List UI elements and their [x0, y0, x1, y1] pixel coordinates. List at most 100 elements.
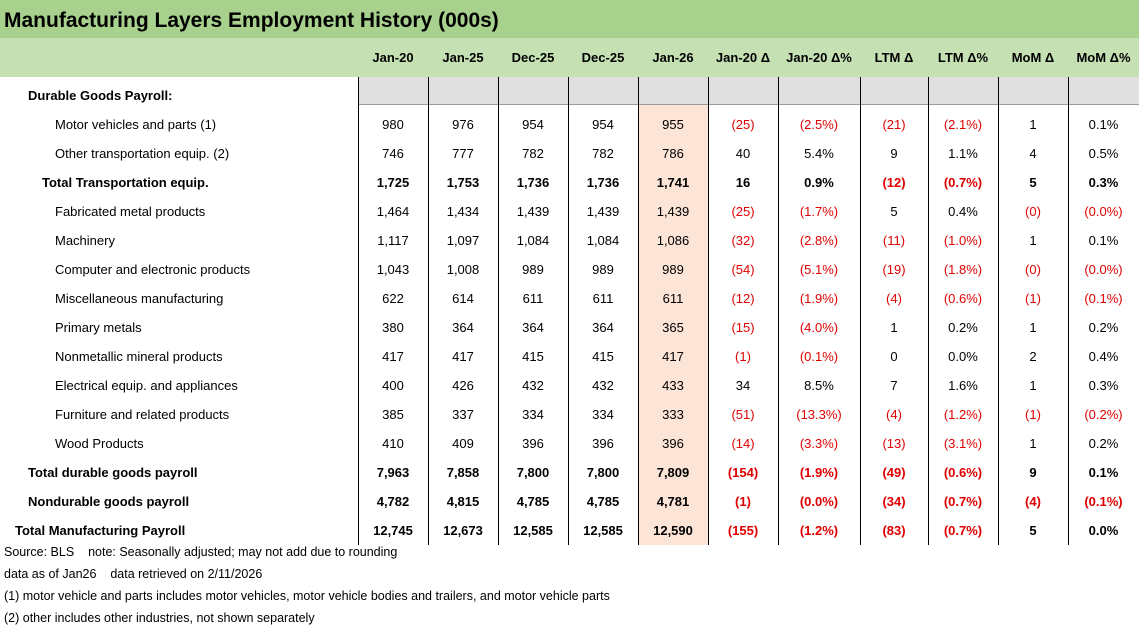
cell: 976: [452, 117, 474, 132]
column-border: [638, 77, 639, 545]
cell: 7: [890, 378, 898, 393]
cell: 4: [1029, 146, 1037, 161]
cell: 1,736: [516, 175, 550, 190]
cell: 5: [1029, 523, 1037, 538]
cell: 364: [592, 320, 614, 335]
cell: 786: [662, 146, 684, 161]
cell: 1,464: [376, 204, 410, 219]
cell: 954: [592, 117, 614, 132]
cell: 364: [452, 320, 474, 335]
column-header: LTM Δ: [874, 50, 914, 65]
cell: (4): [886, 407, 902, 422]
cell: (155): [727, 523, 759, 538]
cell: 746: [382, 146, 404, 161]
cell: 4,781: [656, 494, 690, 509]
cell: 1,736: [586, 175, 620, 190]
row-label: Nonmetallic mineral products: [55, 349, 223, 364]
row-label: Motor vehicles and parts (1): [55, 117, 217, 132]
cell: 0.4%: [1088, 349, 1119, 364]
column-header: Jan-20 Δ%: [786, 50, 852, 65]
cell: 34: [735, 378, 751, 393]
cell: 989: [662, 262, 684, 277]
cell: (1): [735, 494, 751, 509]
footnote: data as of Jan26 data retrieved on 2/11/…: [4, 567, 263, 581]
cell: 7,800: [516, 465, 550, 480]
column-header: LTM Δ%: [937, 50, 989, 65]
highlight-column: [638, 105, 708, 545]
column-header: Jan-20 Δ: [715, 50, 771, 65]
cell: (19): [882, 262, 906, 277]
column-border: [928, 77, 929, 545]
cell: 614: [452, 291, 474, 306]
cell: (2.8%): [799, 233, 839, 248]
cell: 1,097: [446, 233, 480, 248]
cell: 40: [735, 146, 751, 161]
cell: 16: [735, 175, 751, 190]
cell: (32): [731, 233, 755, 248]
cell: 415: [522, 349, 544, 364]
row-label: Total Transportation equip.: [42, 175, 209, 190]
section-band: [358, 77, 1139, 105]
cell: 5: [1029, 175, 1037, 190]
cell: 954: [522, 117, 544, 132]
column-header: MoM Δ%: [1076, 50, 1131, 65]
cell: 0.1%: [1088, 117, 1119, 132]
cell: (0.2%): [1084, 407, 1123, 422]
cell: 365: [662, 320, 684, 335]
cell: 1,008: [446, 262, 480, 277]
cell: (1.9%): [799, 291, 839, 306]
cell: 9: [890, 146, 898, 161]
cell: (1): [735, 349, 751, 364]
cell: 0.0%: [1088, 523, 1119, 538]
cell: 1.6%: [948, 378, 978, 393]
cell: 12,585: [583, 523, 623, 538]
cell: 611: [662, 291, 684, 306]
cell: (25): [731, 117, 755, 132]
cell: 396: [662, 436, 684, 451]
column-border: [1068, 77, 1069, 545]
cell: 4,785: [586, 494, 620, 509]
cell: (0.6%): [943, 291, 983, 306]
footnote: (2) other includes other industries, not…: [4, 611, 315, 625]
cell: 1,434: [446, 204, 480, 219]
column-border: [998, 77, 999, 545]
cell: (2.5%): [799, 117, 839, 132]
cell: (0.0%): [799, 494, 839, 509]
row-label: Computer and electronic products: [55, 262, 251, 277]
cell: 9: [1029, 465, 1037, 480]
cell: 12,745: [373, 523, 413, 538]
cell: 611: [592, 291, 614, 306]
cell: 417: [452, 349, 474, 364]
cell: (1.0%): [943, 233, 983, 248]
cell: (4): [886, 291, 902, 306]
cell: (0.1%): [799, 349, 839, 364]
cell: 989: [592, 262, 614, 277]
cell: 1: [1029, 436, 1037, 451]
cell: 12,590: [653, 523, 693, 538]
cell: (0.1%): [1084, 494, 1123, 509]
cell: (25): [731, 204, 755, 219]
cell: 782: [522, 146, 544, 161]
cell: (1): [1025, 407, 1041, 422]
cell: (1.8%): [943, 262, 983, 277]
row-label: Wood Products: [55, 436, 144, 451]
cell: 417: [382, 349, 404, 364]
cell: 426: [452, 378, 474, 393]
row-label: Fabricated metal products: [55, 204, 206, 219]
column-header: Jan-25: [442, 50, 484, 65]
cell: 334: [522, 407, 544, 422]
column-header: Dec-25: [511, 50, 555, 65]
cell: (5.1%): [799, 262, 839, 277]
cell: 1,753: [446, 175, 480, 190]
cell: (0.0%): [1084, 262, 1123, 277]
cell: 396: [522, 436, 544, 451]
row-label: Total Manufacturing Payroll: [15, 523, 186, 538]
cell: 1,084: [586, 233, 620, 248]
column-border: [778, 77, 779, 545]
cell: (1.2%): [943, 407, 983, 422]
cell: 4,815: [446, 494, 480, 509]
column-border: [358, 77, 359, 545]
cell: 396: [592, 436, 614, 451]
cell: (54): [731, 262, 755, 277]
